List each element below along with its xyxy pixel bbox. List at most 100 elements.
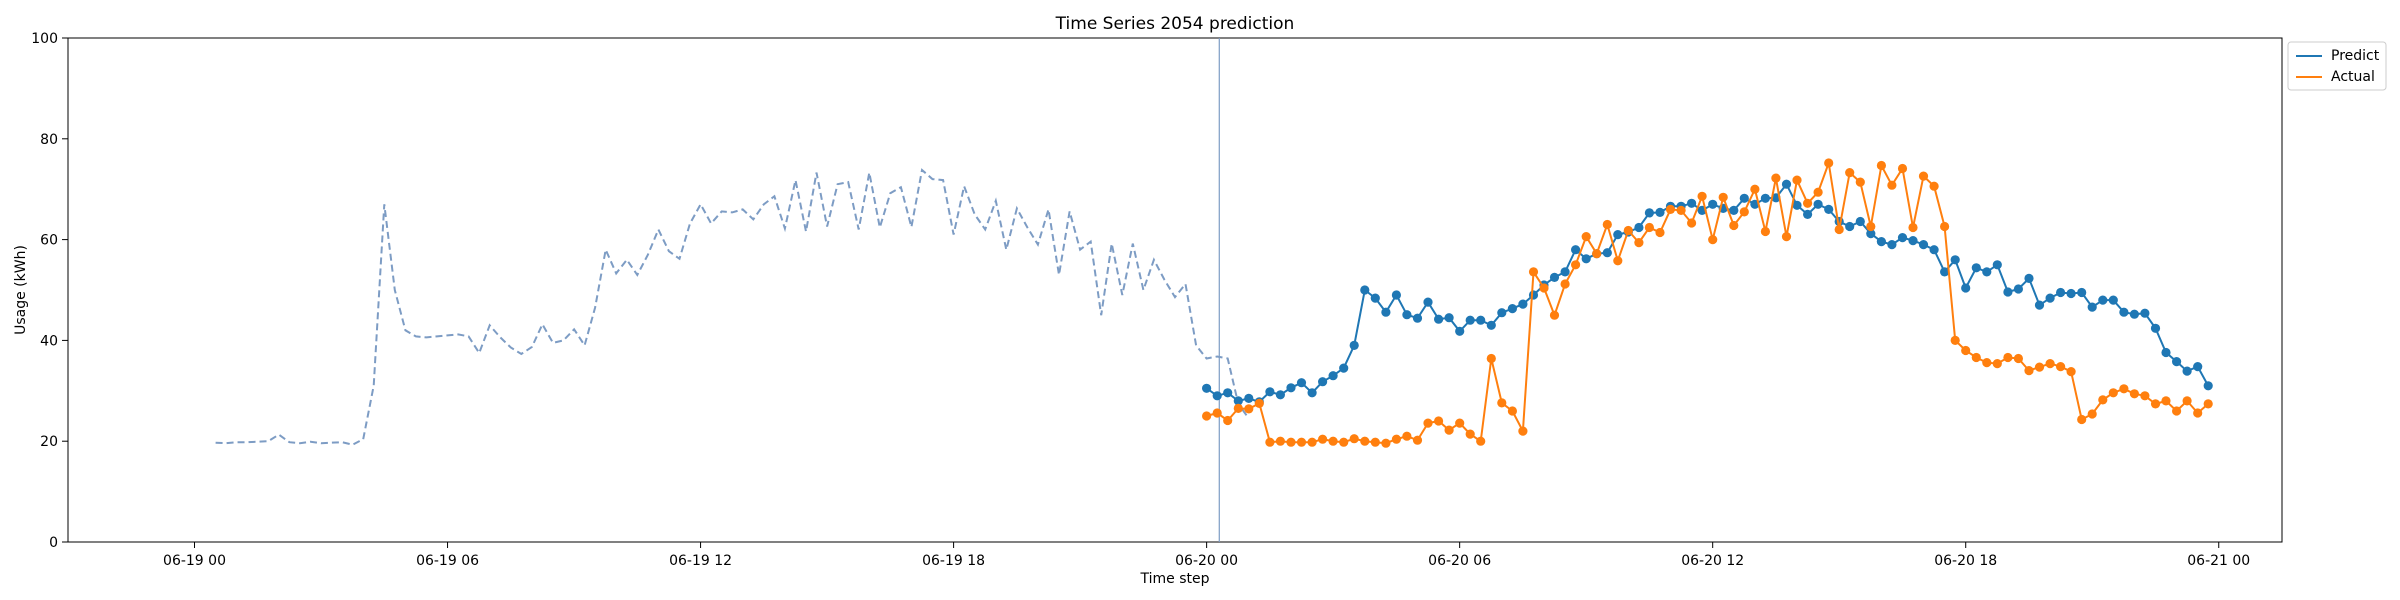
predict-series-point (1897, 233, 1908, 243)
predict-series-point (1982, 267, 1992, 277)
predict-series-point (1729, 205, 1739, 215)
actual-series-point (1360, 436, 1370, 446)
actual-series-point (2024, 366, 2034, 376)
predict-series-point (2024, 273, 2034, 283)
actual-series-point (1518, 426, 1528, 436)
actual-series-point (2087, 409, 2097, 419)
predict-series-point (2203, 381, 2213, 391)
predict-series-point (1655, 207, 1665, 217)
predict-series-point (1507, 304, 1517, 314)
actual-series-point (1781, 232, 1792, 242)
actual-series-point (1697, 191, 1707, 201)
predict-series-point (1296, 378, 1307, 388)
actual-series-point (1897, 163, 1908, 174)
actual-series-point (1296, 437, 1307, 447)
actual-series-point (2034, 362, 2045, 372)
actual-series-point (2098, 395, 2108, 405)
actual-series-point (1328, 436, 1338, 446)
plot-frame (67, 37, 2283, 543)
predict-series-point (1233, 396, 1243, 406)
x-tick-label: 06-19 12 (669, 553, 732, 569)
predict-series-point (2013, 284, 2023, 294)
legend-label-predict: Predict (2331, 48, 2380, 64)
plot-area: 0 20 40 60 80 100 06-19 00 06-19 06 06-19 12 06-1… (31, 31, 2283, 569)
actual-series-point (2003, 352, 2013, 363)
actual-series-point (1602, 219, 1612, 230)
y-tick-label: 80 (40, 132, 58, 148)
actual-series-point (1265, 437, 1275, 447)
actual-series-point (1876, 160, 1886, 171)
predict-series-point (1370, 293, 1380, 303)
predict-series-point (1560, 267, 1570, 277)
predict-series-point (1708, 199, 1718, 209)
predict-series-point (2182, 366, 2192, 376)
actual-series-point (1223, 415, 1233, 426)
predict-series-point (1571, 245, 1581, 255)
actual-series-point (1539, 283, 1549, 293)
predict-series-point (1528, 290, 1539, 300)
predict-series-point (1803, 209, 1813, 219)
actual-series-point (1866, 221, 1876, 232)
actual-series-point (2150, 399, 2161, 409)
actual-series-point (1318, 434, 1328, 444)
predict-series-point (1813, 199, 1823, 209)
actual-series-point (1929, 181, 1939, 191)
actual-series-point (1739, 207, 1749, 217)
actual-series-point (2203, 399, 2213, 409)
x-tick-label: 06-20 06 (1428, 553, 1491, 569)
predict-series-point (1381, 307, 1391, 317)
actual-series-point (2077, 414, 2087, 425)
predict-series-point (2129, 309, 2139, 319)
predict-series-point (2193, 362, 2203, 372)
actual-series-point (1918, 171, 1929, 181)
actual-series-point (2129, 389, 2139, 399)
actual-series-point (1402, 431, 1412, 441)
x-tick-label: 06-19 06 (416, 553, 479, 569)
predict-series-point (1866, 229, 1876, 239)
predict-series-point (1444, 313, 1454, 323)
actual-series-point (1497, 398, 1507, 408)
predict-series-point (1824, 204, 1834, 214)
actual-series-point (1908, 222, 1918, 233)
actual-series-point (1339, 437, 1349, 447)
x-tick-label: 06-20 00 (1175, 553, 1238, 569)
y-tick-label: 60 (40, 233, 58, 249)
actual-series-point (1476, 436, 1486, 446)
actual-series-point (1623, 225, 1633, 236)
predict-series-point (1581, 254, 1591, 264)
predict-series-point (2119, 307, 2129, 317)
y-axis-label: Usage (kWh) (13, 245, 29, 335)
x-tick-label: 06-20 12 (1681, 553, 1744, 569)
predict-series-point (1855, 216, 1865, 227)
actual-series-point (2013, 353, 2023, 364)
predict-series-point (1402, 310, 1412, 320)
predict-series-point (1845, 221, 1855, 232)
actual-series-point (1718, 192, 1728, 202)
predict-series-point (1908, 236, 1918, 246)
predict-series-point (1876, 237, 1886, 247)
predict-series-point (2140, 308, 2150, 318)
predict-series-point (1307, 388, 1317, 398)
actual-series-point (1275, 436, 1285, 446)
actual-series-point (1434, 416, 1444, 426)
predict-series-point (1328, 371, 1338, 381)
predict-series-point (1950, 255, 1960, 265)
actual-series-point (1581, 232, 1591, 242)
actual-series-point (1729, 220, 1739, 231)
actual-series-point (1349, 434, 1359, 444)
actual-series-point (1202, 411, 1212, 421)
actual-series-point (1644, 222, 1654, 233)
predict-series-point (1455, 326, 1465, 336)
actual-series-point (2108, 388, 2118, 398)
actual-series-point (2172, 406, 2182, 416)
predict-series-point (1634, 222, 1644, 233)
predict-series-point (1961, 283, 1971, 293)
predict-series-point (1760, 193, 1770, 203)
actual-series-point (2119, 384, 2129, 394)
predict-series-point (1781, 179, 1792, 189)
history-series-line (215, 168, 1250, 446)
predict-series-point (2087, 302, 2097, 312)
actual-series-point (1444, 425, 1454, 435)
predict-series-point (1644, 208, 1654, 218)
predict-series-point (1339, 363, 1349, 373)
